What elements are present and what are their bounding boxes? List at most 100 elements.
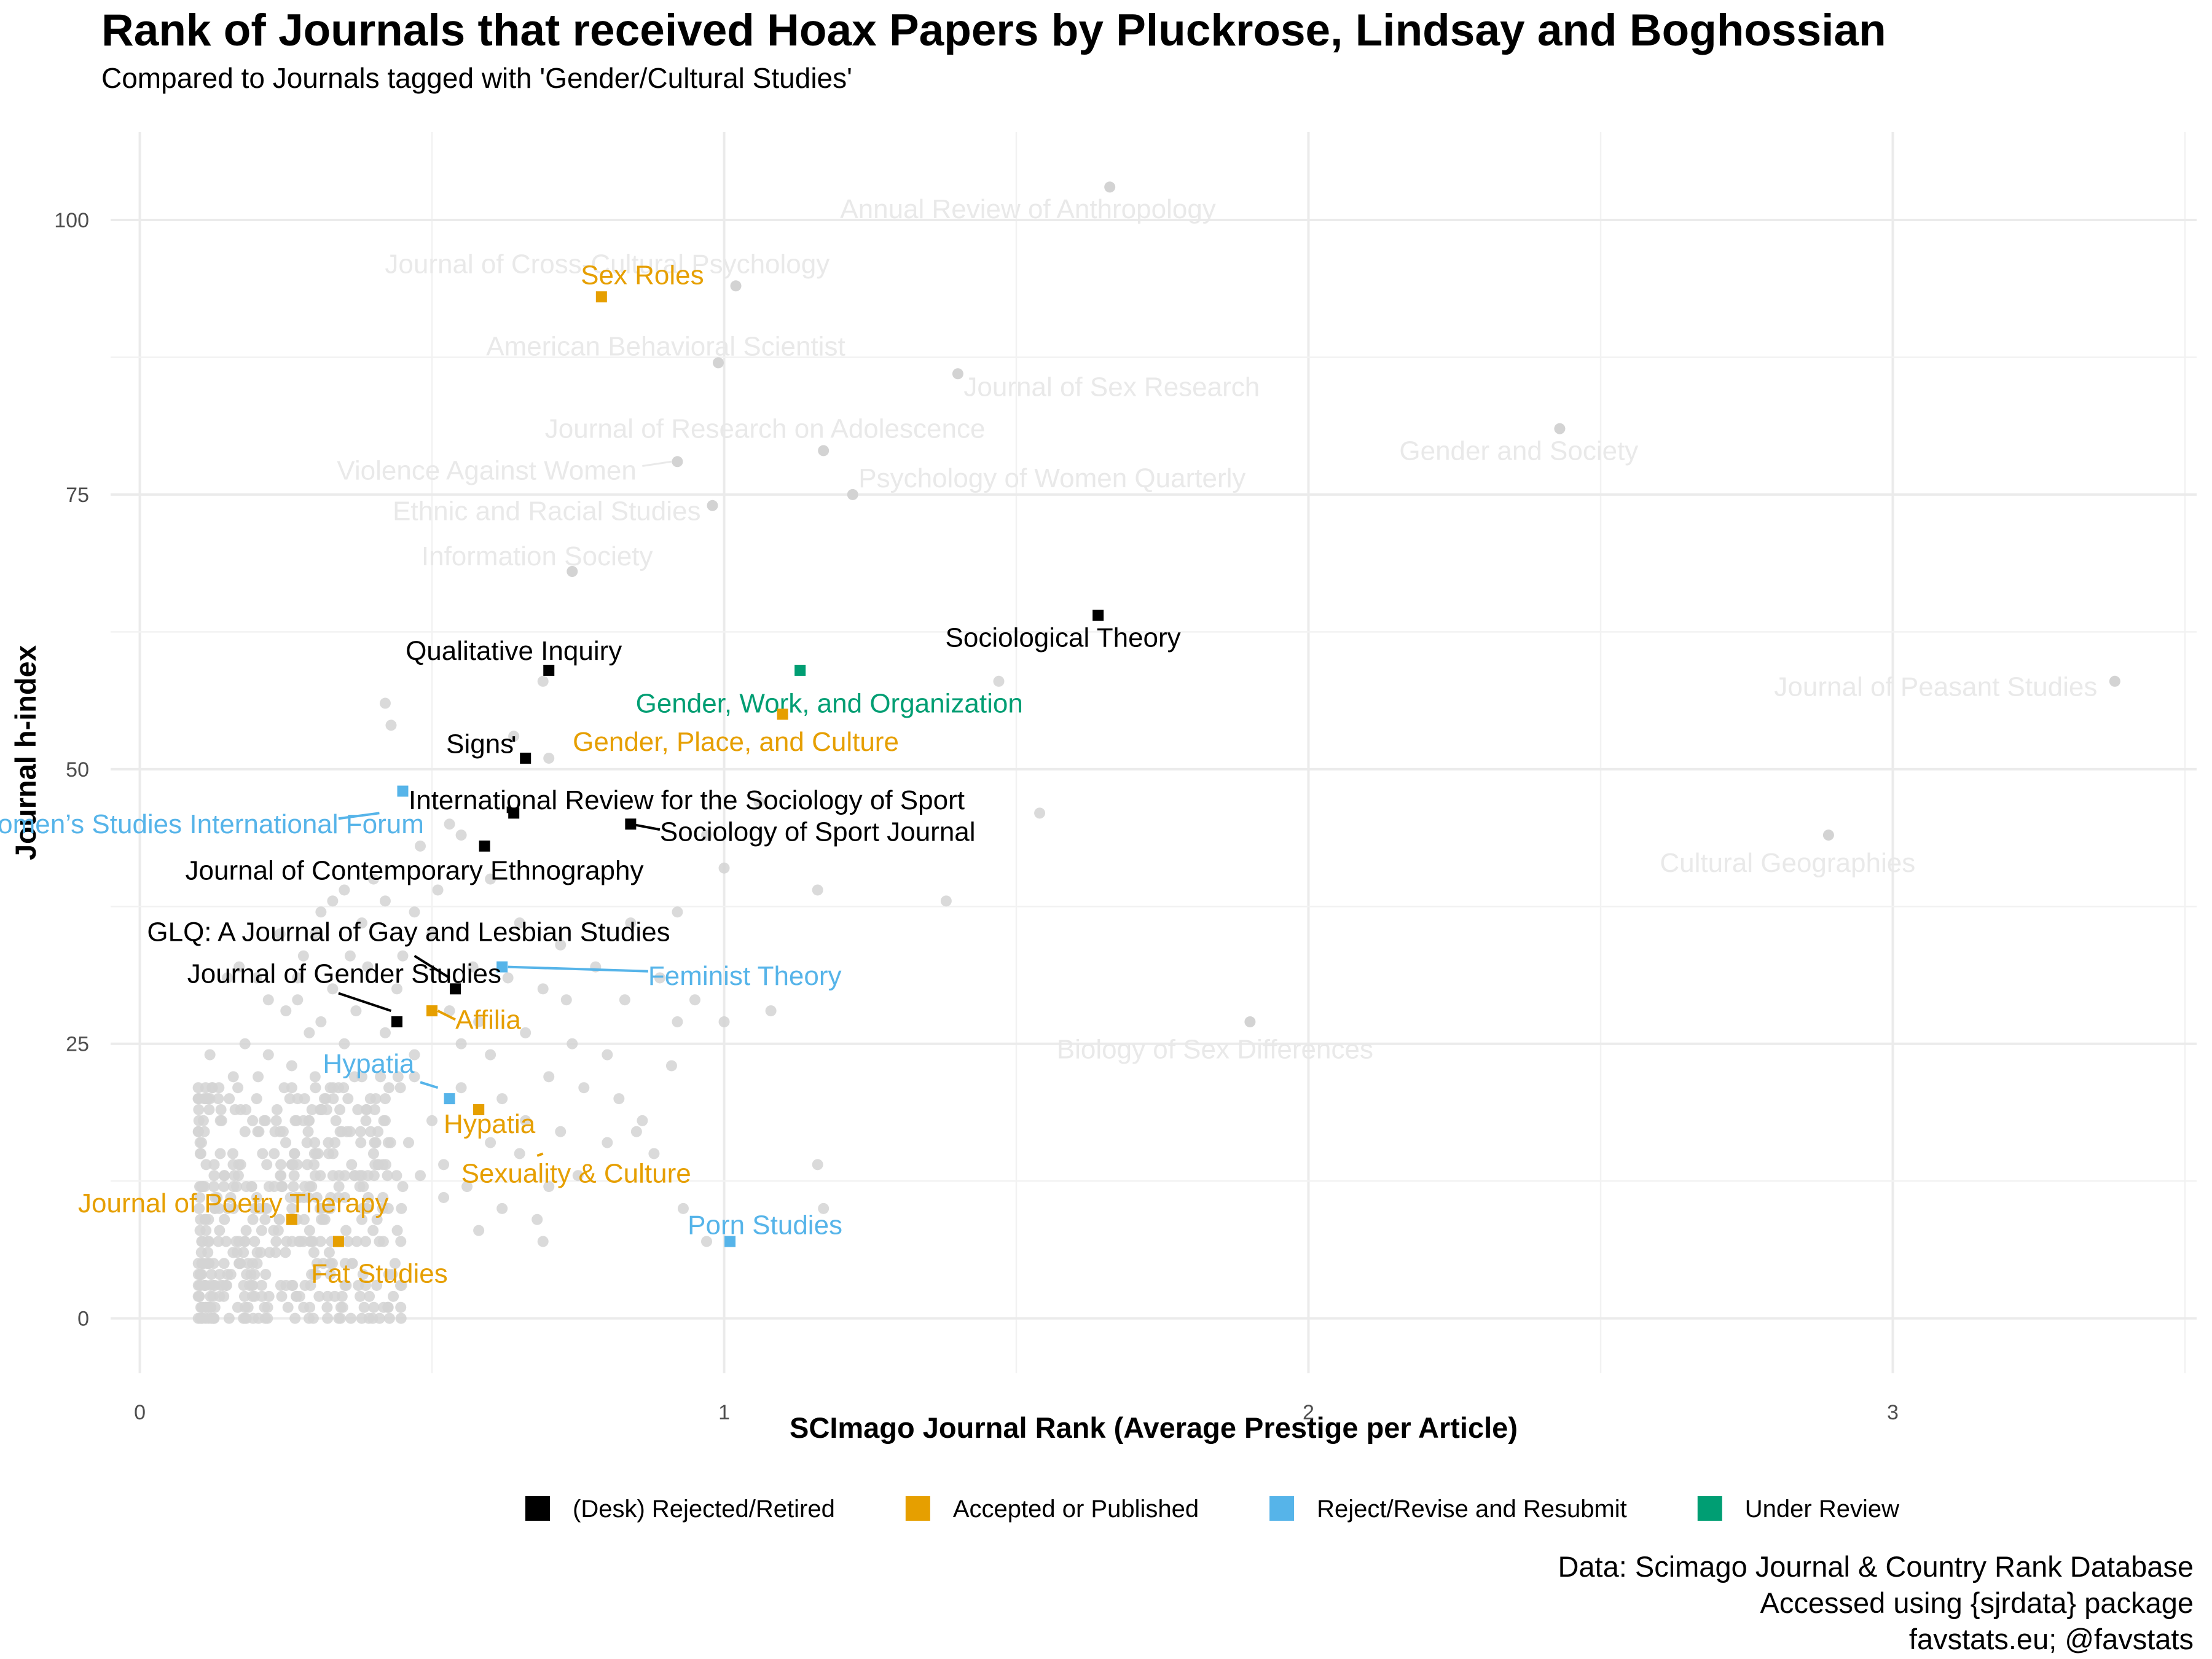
background-journal-point: [297, 1115, 309, 1126]
background-journal-point: [208, 1159, 220, 1171]
background-journal-point: [379, 1093, 391, 1105]
background-journal-point: [444, 1005, 455, 1017]
background-journal-point: [394, 1279, 406, 1291]
background-journal-point: [247, 1115, 259, 1126]
background-journal-point: [2109, 675, 2120, 687]
background-journal-point: [382, 1202, 394, 1214]
background-journal-point: [286, 1202, 298, 1214]
background-journal-point: [311, 1191, 323, 1203]
background-journal-point: [394, 1082, 406, 1094]
background-journal-point: [194, 1148, 206, 1159]
background-journal-point: [543, 1181, 555, 1193]
background-journal-point: [260, 1269, 272, 1281]
y-tick-label: 50: [66, 758, 89, 782]
background-journal-point: [282, 1301, 294, 1313]
background-journal-point: [344, 950, 356, 962]
background-journal-point: [356, 917, 367, 929]
background-journal-point: [249, 1269, 261, 1281]
background-journal-point: [637, 1115, 648, 1126]
hoax-journal-point: [543, 664, 555, 676]
background-journal-point: [222, 1202, 233, 1214]
hoax-journal-point: [724, 1236, 736, 1247]
background-journal-point: [196, 1258, 208, 1269]
background-journal-point: [259, 1214, 271, 1225]
hoax-journal-label: Porn Studies: [688, 1210, 842, 1241]
background-journal-point: [258, 1115, 270, 1126]
background-journal-point: [403, 1137, 414, 1148]
background-journal-point: [993, 675, 1005, 687]
background-journal-point: [455, 830, 467, 841]
background-journal-point: [311, 1258, 323, 1269]
label-leader-line: [414, 955, 450, 979]
legend-label: Under Review: [1745, 1496, 1899, 1523]
background-journal-point: [367, 1148, 379, 1159]
hoax-journal-point: [286, 1214, 297, 1225]
hoax-journal-point: [508, 807, 520, 819]
background-journal-point: [368, 1301, 380, 1313]
background-journal-point: [292, 994, 304, 1006]
background-journal-point: [203, 1104, 215, 1115]
background-journal-label: Biology of Sex Differences: [1057, 1035, 1373, 1065]
background-journal-point: [246, 1279, 258, 1291]
background-journal-point: [391, 1225, 403, 1236]
background-journal-point: [812, 884, 823, 896]
background-journal-point: [280, 1005, 292, 1017]
background-journal-point: [677, 1202, 689, 1214]
label-leader-line: [420, 1081, 439, 1089]
background-journal-point: [340, 1225, 352, 1236]
background-journal-point: [289, 1312, 301, 1324]
background-journal-point: [701, 1236, 712, 1247]
hoax-journal-label: Sociological Theory: [946, 622, 1181, 653]
background-journal-point: [455, 1038, 467, 1049]
background-journal-point: [286, 1082, 297, 1094]
background-journal-point: [280, 1247, 291, 1258]
background-journal-point: [238, 1247, 249, 1258]
background-journal-point: [213, 1093, 224, 1105]
background-journal-point: [219, 1170, 230, 1182]
hoax-journal-label: Hypatia: [444, 1109, 536, 1139]
background-journal-point: [275, 1170, 287, 1182]
background-journal-point: [1822, 830, 1834, 841]
background-journal-point: [192, 1082, 204, 1094]
background-journal-point: [192, 1279, 204, 1291]
background-journal-point: [377, 1159, 389, 1171]
background-journal-point: [665, 1060, 677, 1072]
background-journal-point: [339, 1038, 350, 1049]
background-journal-point: [520, 1115, 531, 1126]
background-journal-point: [275, 1279, 286, 1291]
x-tick-label: 0: [134, 1401, 146, 1424]
hoax-journal-label: Women’s Studies International Forum: [0, 809, 424, 839]
background-journal-point: [351, 1236, 363, 1247]
background-journal-point: [292, 972, 304, 984]
background-journal-point: [364, 1290, 375, 1302]
background-journal-point: [485, 873, 496, 885]
background-journal-point: [847, 488, 858, 500]
background-journal-point: [357, 1269, 369, 1281]
background-journal-point: [578, 1082, 590, 1094]
background-journal-point: [261, 1202, 272, 1214]
background-journal-point: [415, 840, 426, 852]
background-journal-point: [333, 1312, 345, 1324]
caption-line-3: favstats.eu; @favstats: [1908, 1623, 2194, 1655]
background-journal-point: [289, 1115, 301, 1126]
background-journal-point: [689, 994, 700, 1006]
chart-title: Rank of Journals that received Hoax Pape…: [101, 6, 1886, 55]
label-leader-line: [536, 1152, 544, 1157]
hoax-journal-label: Affilia: [455, 1005, 521, 1035]
hoax-journal-point: [479, 840, 490, 852]
background-journal-point: [304, 1225, 315, 1236]
background-journal-point: [567, 1038, 578, 1049]
background-journal-point: [225, 1269, 237, 1281]
background-journal-point: [369, 1104, 380, 1115]
background-journal-point: [602, 1137, 613, 1148]
background-journal-point: [485, 1137, 496, 1148]
background-journal-point: [461, 1181, 473, 1193]
background-journal-point: [239, 1301, 251, 1313]
background-journal-label: Cultural Geographies: [1660, 848, 1915, 878]
background-journal-point: [321, 1104, 332, 1115]
background-journal-point: [239, 1236, 251, 1247]
background-journal-point: [255, 1247, 267, 1258]
background-journal-point: [352, 1104, 364, 1115]
background-journal-point: [514, 1148, 525, 1159]
background-journal-point: [395, 1301, 407, 1313]
